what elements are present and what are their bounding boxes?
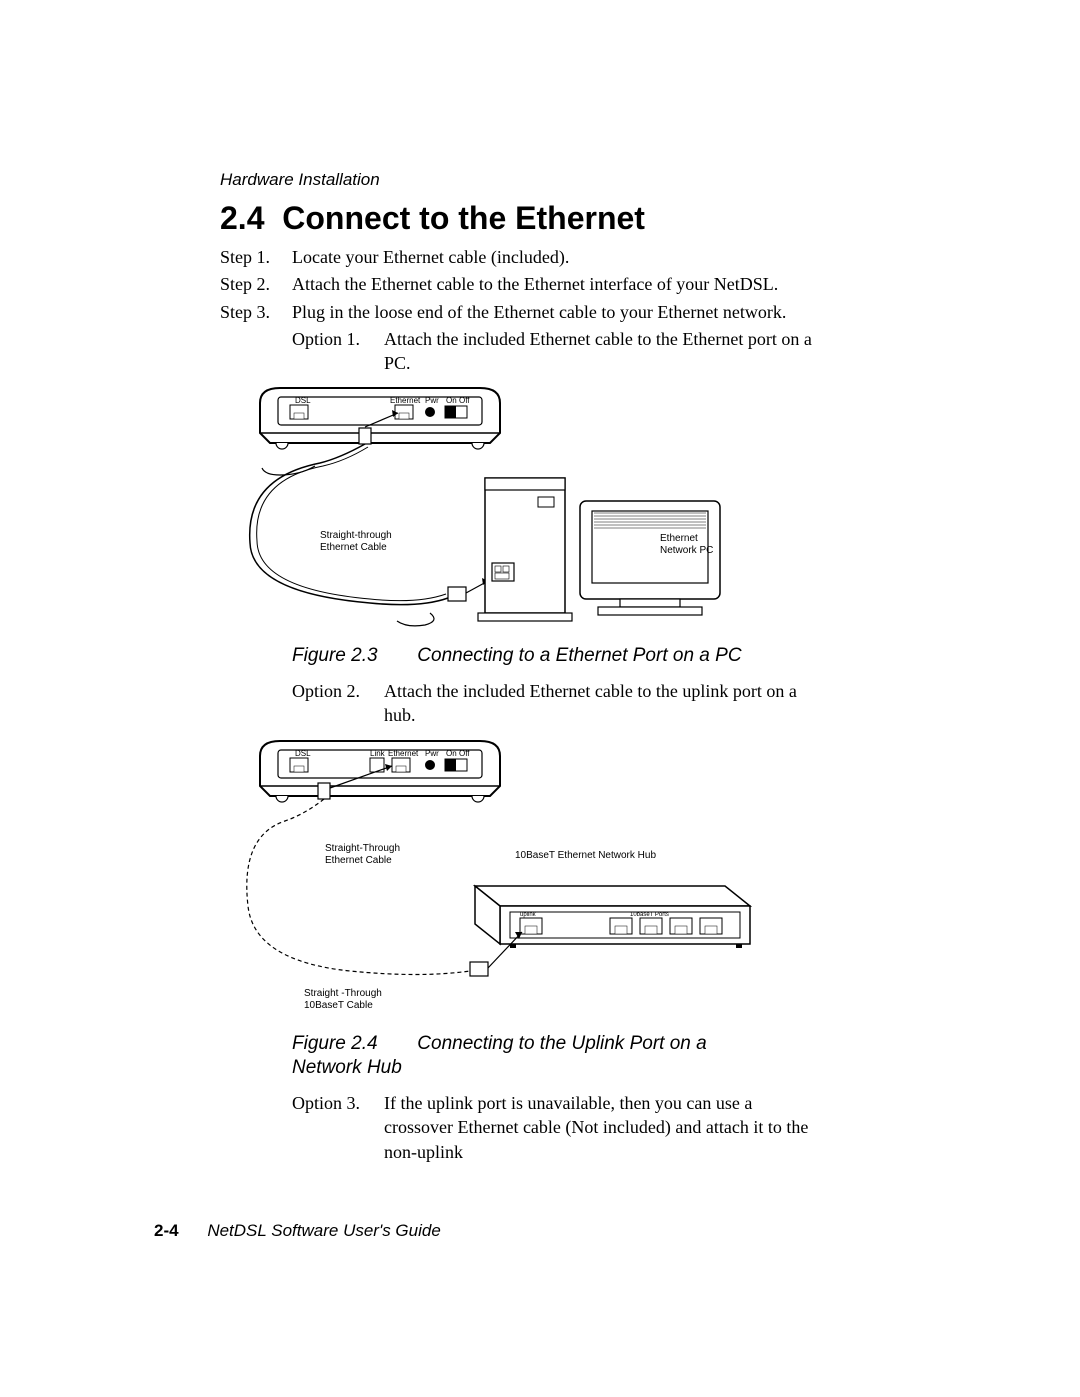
figure-2-3-caption: Figure 2.3 Connecting to a Ethernet Port…: [220, 644, 780, 669]
figure-2-4: DSL Link Ethernet Pwr On Off Straight-Th…: [220, 736, 950, 1026]
option-text: Attach the included Ethernet cable to th…: [384, 327, 824, 376]
hub-ports-label: 10baseT Ports: [630, 912, 669, 918]
step-2: Step 2. Attach the Ethernet cable to the…: [220, 272, 950, 296]
step-3: Step 3. Plug in the loose end of the Eth…: [220, 300, 950, 324]
page-footer: 2-4 NetDSL Software User's Guide: [154, 1221, 441, 1241]
section-heading: Connect to the Ethernet: [282, 200, 645, 236]
step-label: Step 1.: [220, 245, 292, 269]
hub-label: 10BaseT Ethernet Network Hub: [515, 850, 656, 861]
cable-label-2: Ethernet Cable: [325, 855, 392, 866]
link-label: Link: [370, 749, 386, 758]
cable-label-1: Straight-through: [320, 530, 392, 541]
dsl-label: DSL: [295, 749, 311, 758]
pc-label-2: Network PC: [660, 545, 713, 556]
option-label: Option 3.: [292, 1091, 384, 1164]
off-label: Off: [459, 396, 470, 405]
ethernet-label: Ethernet: [388, 749, 419, 758]
off-label: Off: [459, 749, 470, 758]
step-label: Step 3.: [220, 300, 292, 324]
on-label: On: [446, 396, 457, 405]
page-number: 2-4: [154, 1221, 179, 1240]
hub-uplink-label: uplink: [520, 912, 537, 918]
option-text: If the uplink port is unavailable, then …: [384, 1091, 824, 1164]
lower-label-1: Straight -Through: [304, 988, 382, 999]
step-label: Step 2.: [220, 272, 292, 296]
step-text: Locate your Ethernet cable (included).: [292, 245, 950, 269]
figure-2-4-caption: Figure 2.4 Connecting to the Uplink Port…: [220, 1032, 780, 1081]
section-number: 2.4: [220, 200, 264, 236]
pwr-label: Pwr: [425, 749, 439, 758]
figure-label: Figure 2.3: [292, 644, 412, 669]
cable-label-2: Ethernet Cable: [320, 542, 387, 553]
option-text: Attach the included Ethernet cable to th…: [384, 679, 824, 728]
on-label: On: [446, 749, 457, 758]
pwr-label: Pwr: [425, 396, 439, 405]
option-label: Option 2.: [292, 679, 384, 728]
cable-label-1: Straight-Through: [325, 843, 400, 854]
step-text: Plug in the loose end of the Ethernet ca…: [292, 300, 950, 324]
guide-title: NetDSL Software User's Guide: [207, 1221, 440, 1240]
lower-label-2: 10BaseT Cable: [304, 1000, 373, 1011]
option-label: Option 1.: [292, 327, 384, 376]
step-text: Attach the Ethernet cable to the Etherne…: [292, 272, 950, 296]
figure-label: Figure 2.4: [292, 1032, 412, 1057]
option-1: Option 1. Attach the included Ethernet c…: [292, 327, 950, 376]
pc-label-1: Ethernet: [660, 533, 698, 544]
figure-2-3: DSL Ethernet Pwr On Off Straight: [220, 383, 950, 638]
step-1: Step 1. Locate your Ethernet cable (incl…: [220, 245, 950, 269]
running-header: Hardware Installation: [220, 170, 950, 190]
option-2: Option 2. Attach the included Ethernet c…: [292, 679, 950, 728]
section-title: 2.4 Connect to the Ethernet: [220, 200, 950, 237]
figure-text: Connecting to a Ethernet Port on a PC: [417, 645, 741, 666]
option-3: Option 3. If the uplink port is unavaila…: [292, 1091, 950, 1164]
dsl-label: DSL: [295, 396, 311, 405]
ethernet-label: Ethernet: [390, 396, 421, 405]
